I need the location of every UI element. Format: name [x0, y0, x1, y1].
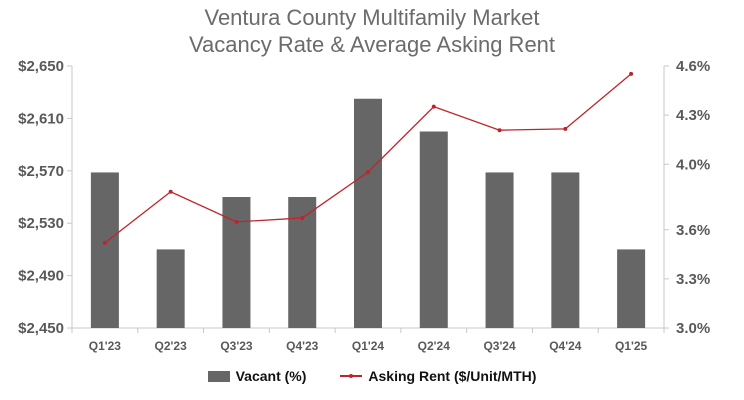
- right-tick-label: 3.6%: [676, 222, 710, 239]
- right-tick-label: 4.3%: [676, 107, 710, 124]
- x-tick-label: Q4'23: [286, 339, 319, 353]
- bar-vacant: [617, 249, 646, 328]
- bar-vacant: [354, 98, 382, 328]
- left-tick-label: $2,610: [18, 110, 64, 127]
- point-asking-rent: [366, 170, 370, 175]
- legend-item-asking-rent: Asking Rent ($/Unit/MTH): [340, 368, 536, 384]
- left-tick-label: $2,530: [18, 215, 64, 232]
- left-tick-label: $2,450: [18, 320, 64, 337]
- bar-vacant: [485, 172, 514, 328]
- x-tick-label: Q4'24: [549, 339, 582, 353]
- point-asking-rent: [431, 104, 436, 109]
- left-tick-label: $2,490: [18, 268, 64, 285]
- x-tick-label: Q3'23: [220, 339, 253, 353]
- point-asking-rent: [629, 71, 634, 76]
- bar-vacant: [419, 131, 448, 328]
- legend-swatch-line: [340, 370, 363, 382]
- point-asking-rent: [168, 189, 173, 194]
- right-tick-label: 3.3%: [676, 271, 710, 288]
- x-tick-label: Q2'23: [155, 339, 188, 353]
- legend-label-vacant: Vacant (%): [235, 368, 307, 384]
- chart-title: Ventura County Multifamily Market Vacanc…: [0, 4, 744, 58]
- left-tick-label: $2,570: [18, 163, 64, 180]
- legend-item-vacant: Vacant (%): [207, 368, 307, 384]
- x-tick-label: Q1'24: [352, 339, 385, 353]
- point-asking-rent: [497, 128, 502, 133]
- x-tick-label: Q3'24: [483, 339, 516, 353]
- point-asking-rent: [102, 240, 107, 245]
- bar-vacant: [156, 249, 185, 328]
- x-tick-label: Q1'23: [89, 339, 122, 353]
- bar-vacant: [90, 172, 119, 328]
- point-asking-rent: [563, 126, 568, 131]
- right-tick-label: 4.0%: [676, 156, 710, 173]
- bar-vacant: [222, 197, 251, 328]
- chart-title-line-2: Vacancy Rate & Average Asking Rent: [188, 32, 556, 57]
- chart-legend: Vacant (%) Asking Rent ($/Unit/MTH): [0, 368, 744, 384]
- legend-swatch-bar: [207, 370, 230, 382]
- point-asking-rent: [300, 215, 305, 220]
- right-tick-label: 3.0%: [676, 320, 710, 337]
- x-tick-label: Q2'24: [418, 339, 451, 353]
- point-asking-rent: [234, 219, 239, 224]
- right-tick-label: 4.6%: [676, 58, 710, 75]
- left-tick-label: $2,650: [18, 58, 64, 75]
- x-tick-label: Q1'25: [615, 339, 648, 353]
- legend-label-asking-rent: Asking Rent ($/Unit/MTH): [368, 368, 537, 384]
- chart-title-line-1: Ventura County Multifamily Market: [204, 5, 540, 30]
- bar-vacant: [551, 172, 580, 328]
